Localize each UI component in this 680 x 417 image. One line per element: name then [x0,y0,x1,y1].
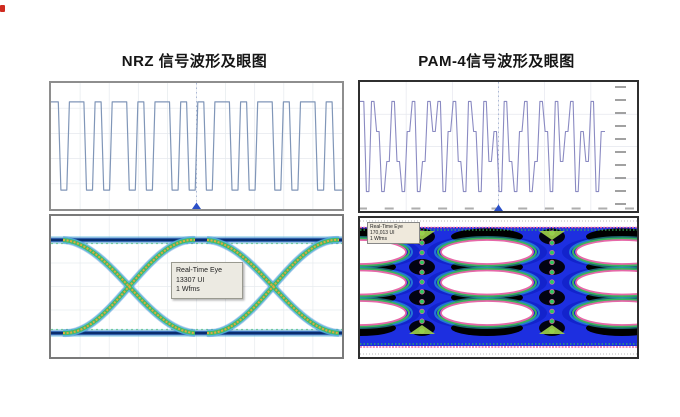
pam4-eye-measurement-label: Real-Time Eye 170,013 UI 1 Wfms [367,222,420,244]
nrz-waveform-plot [51,83,342,209]
eye-label-line: Real-Time Eye [176,267,223,274]
nrz-section-title: NRZ 信号波形及眼图 [121,53,268,70]
nrz-eye-measurement-label: Real-Time Eye 13307 UI 1 Wfms [171,262,243,299]
red-marker-dot [0,5,5,12]
eye-label-line: 1 Wfms [370,236,387,242]
eye-label-line: 1 Wfms [176,286,200,293]
eye-label-line: 13307 UI [176,276,205,284]
nrz-eye-diagram-panel: Real-Time Eye 13307 UI 1 Wfms [49,214,344,359]
nrz-waveform-panel [49,81,344,211]
eye-label-line: Real-Time Eye [370,224,403,230]
pam4-eye-diagram-panel: Real-Time Eye 170,013 UI 1 Wfms [358,216,639,359]
nrz-eye-diagram-plot [51,216,342,357]
pam4-waveform-plot [360,82,637,211]
pam4-section-title: PAM-4信号波形及眼图 [418,53,575,70]
pam4-waveform-panel [358,80,639,213]
eye-label-line: 170,013 UI [370,230,395,236]
pam4-eye-diagram-plot [360,218,637,357]
